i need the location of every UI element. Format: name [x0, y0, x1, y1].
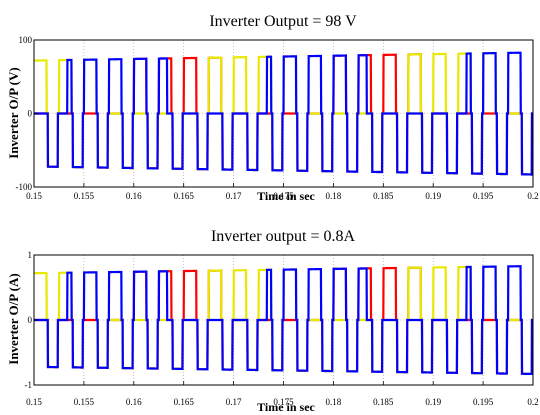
x-tick-label: 0.15: [26, 191, 42, 201]
series-line-2: [34, 51, 534, 176]
voltage-chart-ylabel: Inverter O/P (V): [6, 67, 21, 158]
y-tick-label: 0: [28, 315, 33, 325]
current-chart-ticks: 0.15 0.155 0.16 0.165 0.17 0.175 0.18 0.185 0.19…: [25, 250, 539, 407]
voltage-chart-ticks: 0.15 0.155 0.16 0.165 0.17 0.175 0.18 0.185 0.19…: [16, 35, 539, 201]
voltage-chart-plot-area: [33, 39, 534, 188]
x-tick-label: 0.18: [326, 191, 342, 201]
voltage-chart-title: Inverter Output = 98 V: [209, 13, 357, 30]
current-chart-title: Inverter output = 0.8A: [211, 228, 356, 245]
current-chart-ylabel: Inverter O/P (A): [6, 273, 21, 364]
current-chart: Inverter output = 0.8A Inverter O/P (A) …: [6, 228, 539, 414]
y-tick-label: -100: [16, 182, 33, 192]
x-tick-label: 0.16: [126, 397, 142, 407]
x-tick-label: 0.15: [26, 397, 42, 407]
y-tick-label: -1: [25, 380, 33, 390]
x-tick-label: 0.175: [273, 191, 294, 201]
y-tick-label: 100: [19, 35, 33, 45]
x-tick-label: 0.175: [273, 397, 294, 407]
x-tick-label: 0.18: [326, 397, 342, 407]
x-tick-label: 0.17: [226, 191, 242, 201]
y-tick-label: 0: [28, 109, 33, 119]
x-tick-label: 0.19: [425, 191, 441, 201]
x-tick-label: 0.195: [473, 397, 494, 407]
x-tick-label: 0.16: [126, 191, 142, 201]
x-tick-label: 0.155: [74, 397, 95, 407]
current-chart-plot-area: [33, 254, 534, 386]
voltage-chart-xlabel: Time in sec: [257, 189, 315, 203]
x-tick-label: 0.165: [174, 191, 195, 201]
x-tick-label: 0.185: [373, 191, 394, 201]
x-tick-label: 0.17: [226, 397, 242, 407]
x-tick-label: 0.155: [74, 191, 95, 201]
series-line-2: [34, 265, 534, 376]
x-tick-label: 0.165: [174, 397, 195, 407]
x-tick-label: 0.2: [527, 191, 538, 201]
x-tick-label: 0.2: [527, 397, 538, 407]
y-tick-label: 1: [28, 250, 33, 260]
x-tick-label: 0.195: [473, 191, 494, 201]
x-tick-label: 0.185: [373, 397, 394, 407]
voltage-chart: Inverter Output = 98 V Inverter O/P (V) …: [6, 13, 539, 203]
x-tick-label: 0.19: [425, 397, 441, 407]
current-chart-xlabel: Time in sec: [257, 400, 315, 414]
